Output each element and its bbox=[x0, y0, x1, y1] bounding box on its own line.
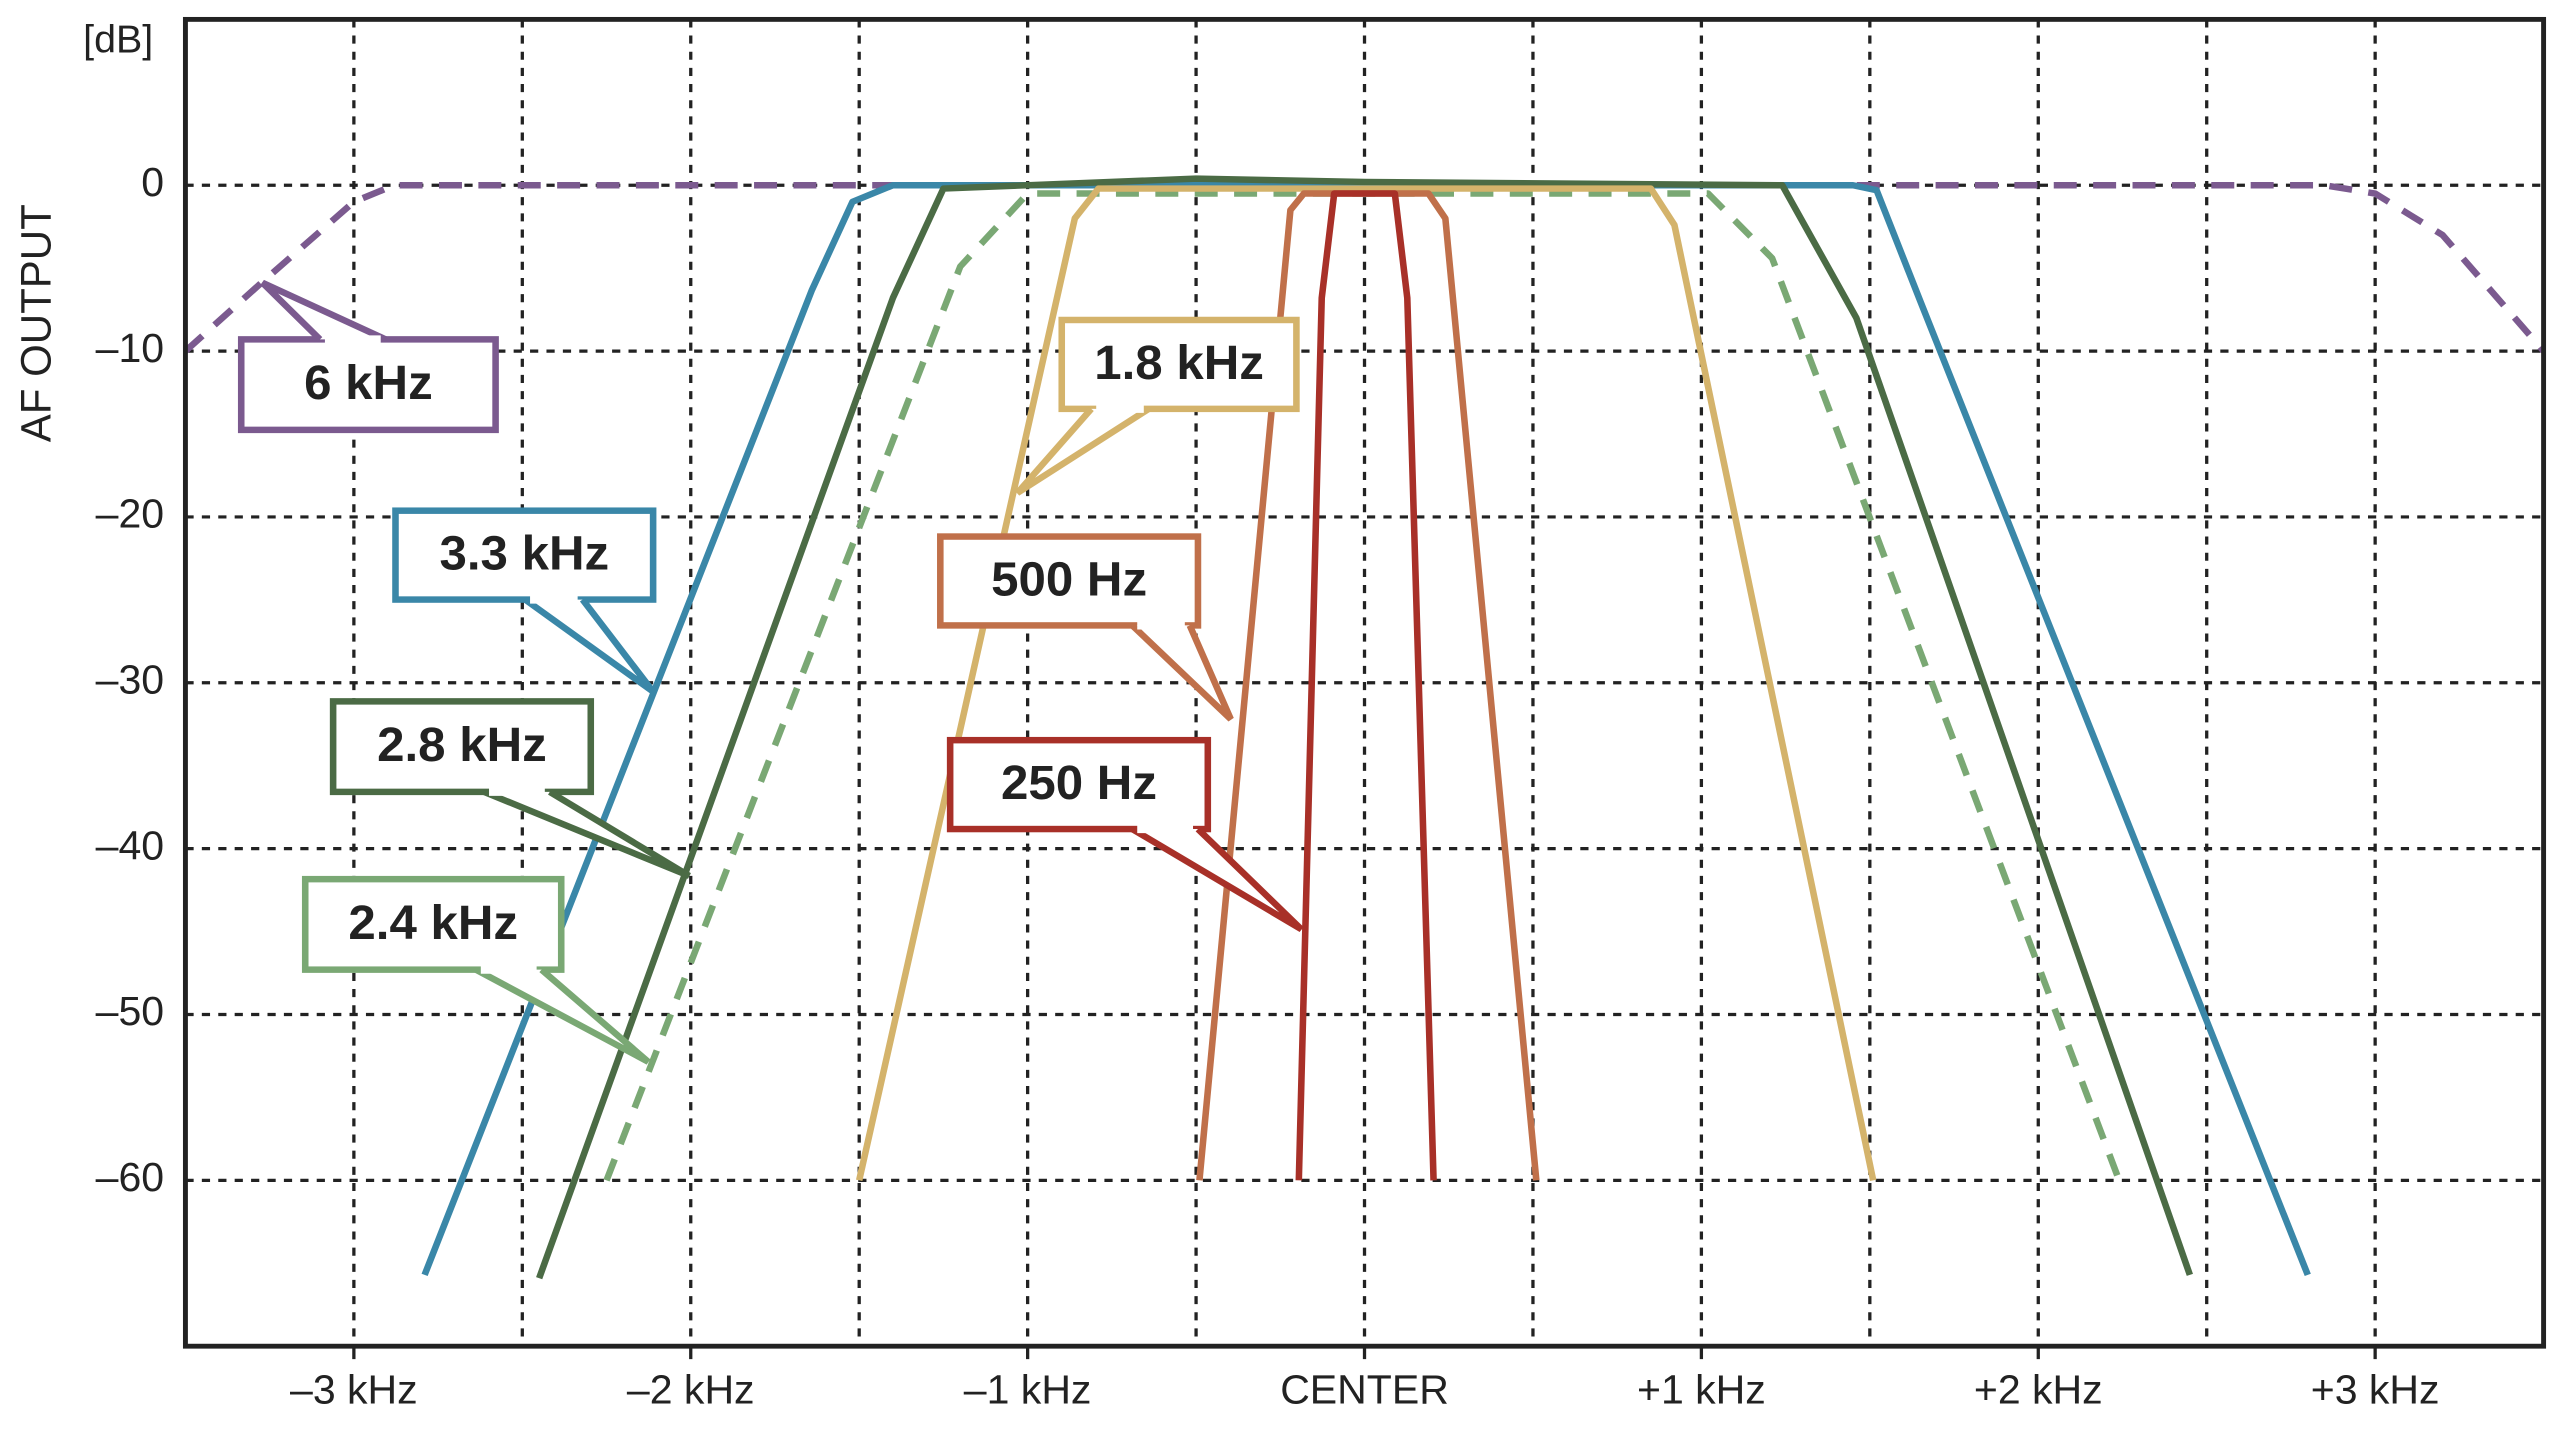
callout-pointer bbox=[474, 966, 651, 1065]
callout-box bbox=[301, 875, 565, 973]
callout-box bbox=[1058, 316, 1300, 413]
callout-pointer bbox=[1130, 826, 1304, 933]
x-tick-label: +3 kHz bbox=[2311, 1367, 2440, 1413]
legend-label: 1.8 kHz bbox=[1094, 336, 1264, 390]
x-tick-label: –1 kHz bbox=[964, 1367, 1092, 1413]
x-tick-label: +2 kHz bbox=[1974, 1367, 2103, 1413]
y-tick-label: –30 bbox=[96, 657, 164, 703]
x-tick-label: –3 kHz bbox=[290, 1367, 418, 1413]
y-tick-label: –60 bbox=[96, 1154, 164, 1200]
legend-label: 500 Hz bbox=[991, 553, 1147, 607]
y-tick-label: –10 bbox=[96, 325, 164, 371]
plot-frame bbox=[182, 16, 2547, 1349]
x-tick-label: CENTER bbox=[1280, 1367, 1449, 1413]
x-tick-label: +1 kHz bbox=[1637, 1367, 1766, 1413]
legend-label: 6 kHz bbox=[304, 356, 433, 410]
series-line bbox=[421, 182, 2311, 1277]
series-line bbox=[603, 190, 2123, 1182]
y-axis-label: AF OUTPUT bbox=[12, 204, 59, 442]
y-tick-label: –40 bbox=[96, 823, 164, 869]
callout-pointer bbox=[523, 596, 656, 695]
legend-label: 2.8 kHz bbox=[377, 718, 547, 772]
legend-label: 2.4 kHz bbox=[348, 896, 518, 950]
callout-pointer bbox=[1130, 623, 1234, 722]
series-line bbox=[536, 175, 2193, 1280]
series-line bbox=[855, 185, 1877, 1182]
callout-pointer bbox=[260, 279, 388, 343]
legend-label: 250 Hz bbox=[1001, 756, 1157, 810]
callout-box bbox=[946, 736, 1212, 833]
y-tick-label: –50 bbox=[96, 988, 164, 1034]
x-tick-label: –2 kHz bbox=[627, 1367, 755, 1413]
callout-box bbox=[937, 533, 1202, 629]
callout-pointer bbox=[482, 788, 691, 879]
y-tick-label: –20 bbox=[96, 491, 164, 537]
callout-box bbox=[329, 698, 595, 796]
y-tick-label: 0 bbox=[141, 159, 164, 205]
series-line bbox=[1295, 190, 1437, 1181]
callout-box bbox=[392, 507, 657, 603]
callout-pointer bbox=[1014, 406, 1151, 496]
legend-label: 3.3 kHz bbox=[439, 527, 609, 581]
y-unit: [dB] bbox=[83, 19, 153, 62]
callout-box bbox=[237, 336, 499, 434]
